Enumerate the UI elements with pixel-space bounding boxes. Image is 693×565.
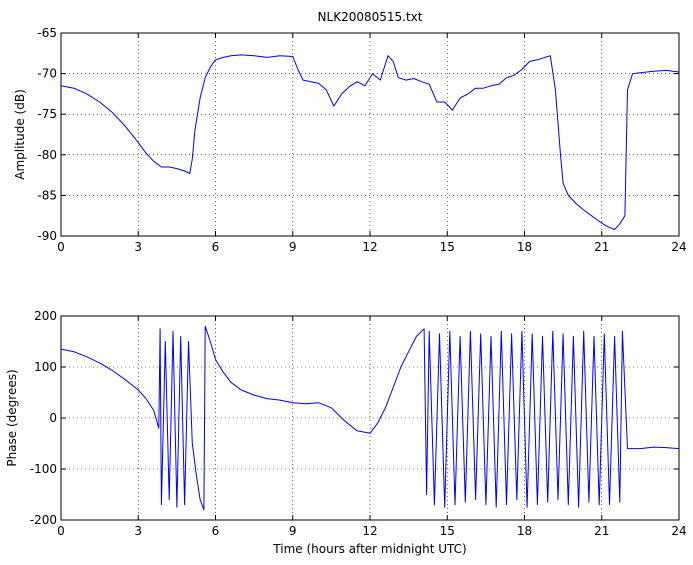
amplitude-ticks: 0 3 6 9 12 15 18 21 24 -90 -85 -80 -75 -70 -65 (37, 26, 686, 254)
phase-y-axis-label: Phase (degrees) (5, 369, 19, 466)
phase-x-tick-label: 18 (517, 524, 532, 538)
phase-y-tick-label: 100 (34, 360, 57, 374)
amplitude-plot: 0 3 6 9 12 15 18 21 24 -90 -85 -80 -75 -70 -65 NLK2008… (13, 10, 687, 254)
amplitude-y-tick-label: -65 (37, 26, 57, 40)
amplitude-gridlines (61, 33, 679, 236)
amplitude-y-tick-label: -80 (37, 148, 57, 162)
amplitude-x-tick-label: 9 (289, 240, 297, 254)
amplitude-x-tick-label: 0 (57, 240, 65, 254)
amplitude-y-tick-label: -70 (37, 67, 57, 81)
amplitude-x-tick-label: 12 (362, 240, 377, 254)
amplitude-y-tick-label: -90 (37, 229, 57, 243)
phase-gridlines (61, 316, 679, 520)
amplitude-x-tick-label: 6 (212, 240, 220, 254)
phase-x-tick-label: 24 (671, 524, 686, 538)
phase-x-tick-label: 21 (594, 524, 609, 538)
amplitude-x-tick-label: 15 (440, 240, 455, 254)
phase-y-tick-label: -100 (30, 462, 57, 476)
phase-plot: 0 3 6 9 12 15 18 21 24 -200 -100 0 100 200 Time (hour… (5, 309, 687, 556)
amplitude-series-line (60, 54, 680, 230)
amplitude-x-tick-label: 24 (671, 240, 686, 254)
amplitude-x-tick-label: 3 (134, 240, 142, 254)
phase-x-axis-label: Time (hours after midnight UTC) (272, 542, 466, 556)
amplitude-x-tick-label: 21 (594, 240, 609, 254)
phase-series-line (60, 325, 680, 511)
phase-x-tick-label: 15 (440, 524, 455, 538)
phase-x-tick-label: 0 (57, 524, 65, 538)
amplitude-axes-background (61, 33, 679, 236)
phase-x-tick-label: 3 (134, 524, 142, 538)
phase-ticks: 0 3 6 9 12 15 18 21 24 -200 -100 0 100 200 (30, 309, 687, 538)
phase-x-tick-label: 6 (212, 524, 220, 538)
amplitude-x-tick-label: 18 (517, 240, 532, 254)
phase-y-tick-label: -200 (30, 513, 57, 527)
amplitude-title: NLK20080515.txt (318, 10, 423, 24)
phase-x-tick-label: 12 (362, 524, 377, 538)
phase-x-tick-label: 9 (289, 524, 297, 538)
phase-y-tick-label: 200 (34, 309, 57, 323)
amplitude-y-tick-label: -75 (37, 107, 57, 121)
amplitude-y-axis-label: Amplitude (dB) (13, 89, 27, 180)
amplitude-y-tick-label: -85 (37, 188, 57, 202)
phase-y-tick-label: 0 (49, 411, 57, 425)
amplitude-series (60, 54, 680, 230)
phase-series (60, 325, 680, 511)
